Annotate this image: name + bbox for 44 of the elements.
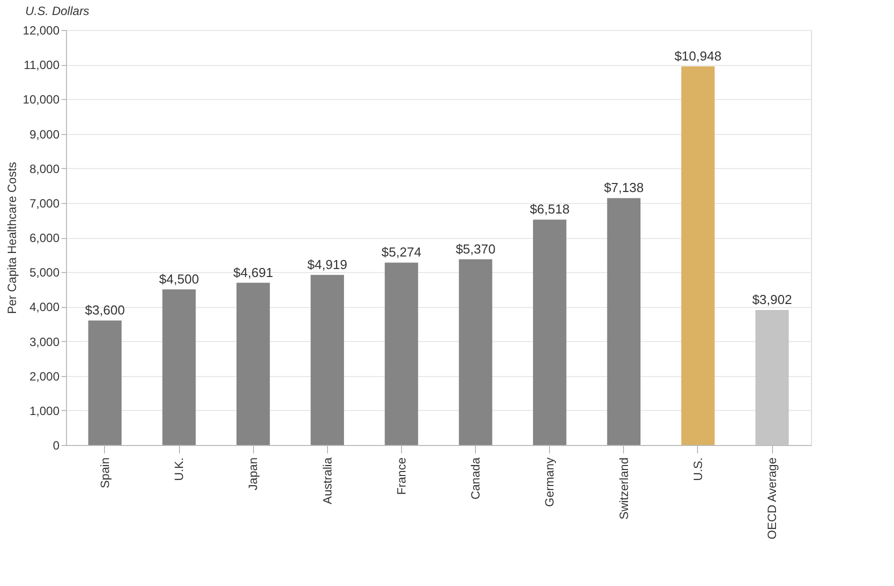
y-tick-label: 3,000 bbox=[29, 334, 60, 349]
chart-title: U.S. Dollars bbox=[25, 4, 90, 18]
x-tick-label: U.S. bbox=[690, 458, 705, 481]
bar bbox=[384, 262, 418, 445]
x-tick-label: Japan bbox=[246, 458, 260, 490]
x-tick-label: Spain bbox=[98, 458, 112, 488]
bar bbox=[607, 198, 640, 445]
bar bbox=[88, 320, 122, 445]
data-label: $4,919 bbox=[307, 256, 348, 272]
y-tick-label: 0 bbox=[52, 438, 60, 452]
data-label: $4,500 bbox=[159, 271, 199, 286]
data-label: $3,600 bbox=[85, 302, 125, 318]
y-tick-label: 10,000 bbox=[22, 92, 60, 107]
y-tick-label: 6,000 bbox=[29, 231, 60, 245]
y-tick-label: 7,000 bbox=[29, 196, 60, 210]
y-tick-label: 4,000 bbox=[29, 300, 60, 314]
x-tick-label: France bbox=[394, 457, 408, 495]
data-label: $5,274 bbox=[382, 244, 422, 260]
bar bbox=[310, 274, 344, 445]
x-tick-label: Australia bbox=[320, 457, 334, 504]
data-label: $3,902 bbox=[752, 292, 792, 308]
bar bbox=[162, 289, 196, 445]
data-label: $4,691 bbox=[233, 264, 274, 280]
y-tick-label: 2,000 bbox=[29, 369, 60, 384]
x-tick-label: Canada bbox=[468, 457, 483, 500]
y-tick-label: 11,000 bbox=[24, 58, 60, 72]
y-tick-label: 1,000 bbox=[29, 404, 60, 418]
x-tick-label: Switzerland bbox=[616, 458, 631, 520]
x-tick-label: OECD Average bbox=[765, 457, 780, 540]
y-tick-label: 12,000 bbox=[22, 24, 60, 38]
data-label: $6,518 bbox=[530, 202, 570, 217]
bar bbox=[236, 282, 270, 445]
bar bbox=[458, 259, 492, 445]
x-tick-label: Germany bbox=[542, 458, 557, 507]
data-label: $7,138 bbox=[604, 180, 644, 196]
y-axis-title: Per Capita Healthcare Costs bbox=[4, 162, 19, 314]
y-tick-label: 8,000 bbox=[29, 162, 60, 176]
x-tick-label: U.K. bbox=[172, 458, 186, 481]
bar bbox=[533, 220, 566, 445]
y-tick-label: 9,000 bbox=[29, 127, 60, 142]
data-label: $10,948 bbox=[674, 48, 722, 64]
y-tick-label: 5,000 bbox=[29, 266, 60, 280]
data-label: $5,370 bbox=[456, 241, 496, 256]
bar bbox=[681, 66, 715, 445]
